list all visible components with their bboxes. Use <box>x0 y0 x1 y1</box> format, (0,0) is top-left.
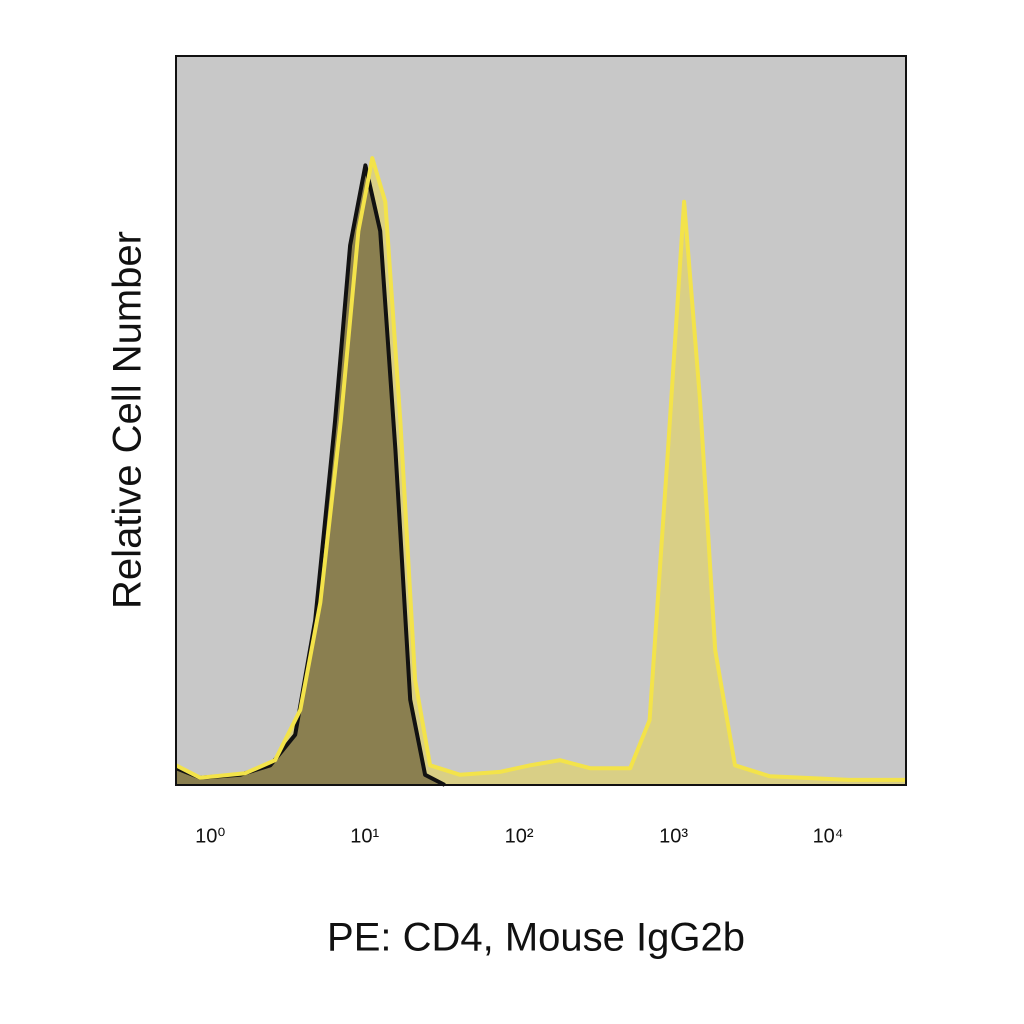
x-axis-label: PE: CD4, Mouse IgG2b <box>327 916 745 960</box>
marks <box>175 156 906 787</box>
area-line <box>175 156 906 782</box>
x-tick-label: 10³ <box>659 825 688 847</box>
area-fill <box>176 165 445 785</box>
x-tick-label: 10⁴ <box>813 825 844 847</box>
x-tick-label: 10⁰ <box>195 825 225 847</box>
y-axis-label: Relative Cell Number <box>106 231 150 609</box>
x-tick-label: 10¹ <box>350 825 379 847</box>
plot-area <box>176 56 906 785</box>
plot-frame <box>175 55 907 786</box>
x-tick-label: 10² <box>505 825 534 847</box>
